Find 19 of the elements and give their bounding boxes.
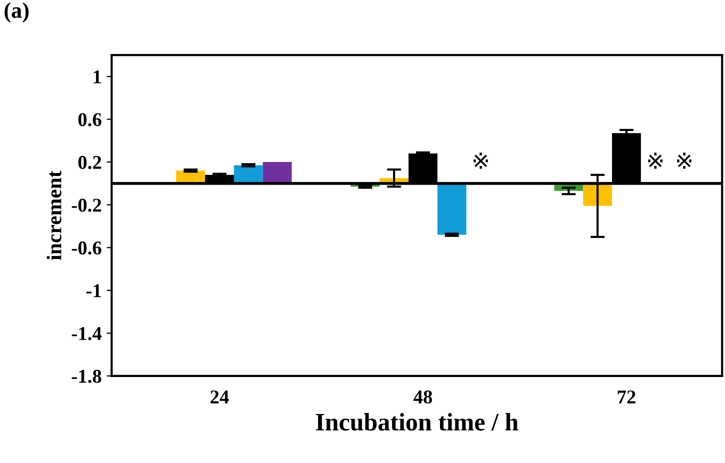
y-tick-label: -1	[86, 284, 101, 298]
x-axis-title: Incubation time / h	[316, 413, 518, 431]
y-tick-label: 0.2	[78, 156, 102, 170]
annotation: ※	[474, 152, 488, 169]
x-tick-label: 24	[210, 390, 229, 404]
x-tick-label: 48	[414, 390, 432, 404]
y-tick-label: 0.6	[78, 113, 102, 126]
y-tick-label: -1.4	[72, 327, 102, 340]
bar	[262, 162, 292, 184]
y-tick-label: -1.8	[72, 370, 102, 383]
annotation: ※	[677, 152, 692, 169]
annotation: ※	[648, 152, 662, 169]
y-axis-title: increment	[46, 170, 62, 260]
bar	[437, 183, 466, 235]
text: (a)	[4, 2, 29, 22]
y-tick-label: -0.2	[72, 198, 102, 212]
x-tick-label: 72	[618, 390, 636, 404]
y-tick-label: 1	[94, 70, 101, 84]
y-tick-label: -0.6	[72, 241, 102, 255]
